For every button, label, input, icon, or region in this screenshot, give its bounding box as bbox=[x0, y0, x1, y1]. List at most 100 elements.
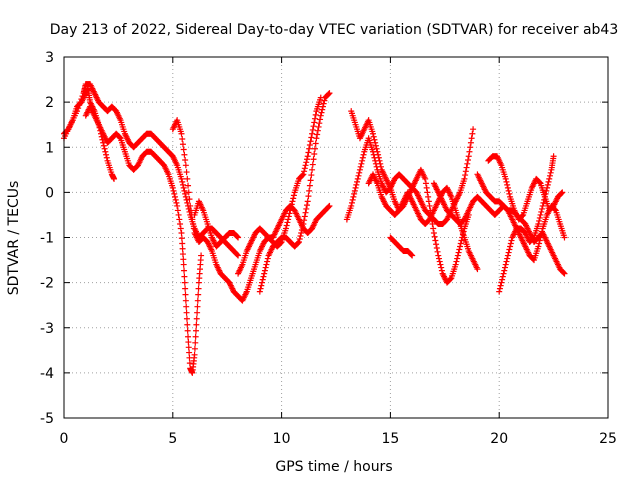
data-point bbox=[191, 345, 198, 352]
data-point bbox=[408, 251, 415, 258]
data-point bbox=[504, 181, 511, 188]
data-point bbox=[429, 220, 436, 227]
data-point bbox=[309, 126, 316, 133]
data-point bbox=[371, 136, 378, 143]
data-point bbox=[467, 144, 474, 151]
data-point bbox=[326, 90, 333, 97]
data-point bbox=[535, 243, 542, 250]
data-point bbox=[306, 141, 313, 148]
data-point bbox=[326, 202, 333, 209]
data-point bbox=[560, 269, 567, 276]
data-point bbox=[178, 130, 185, 137]
data-point bbox=[463, 164, 470, 171]
data-point bbox=[103, 154, 110, 161]
data-point bbox=[307, 138, 314, 145]
data-point bbox=[179, 245, 186, 252]
data-point bbox=[559, 189, 566, 196]
data-point bbox=[540, 199, 547, 206]
data-point bbox=[79, 93, 86, 100]
data-point bbox=[370, 133, 377, 140]
data-point bbox=[78, 96, 85, 103]
data-point bbox=[191, 351, 198, 358]
data-point bbox=[235, 234, 242, 241]
data-point bbox=[314, 131, 321, 138]
data-point bbox=[301, 217, 308, 224]
data-point bbox=[455, 249, 462, 256]
data-point bbox=[192, 339, 199, 346]
data-point bbox=[453, 258, 460, 265]
data-point bbox=[259, 276, 266, 283]
y-tick-labels: 3 2 1 0 -1 -2 -3 -4 -5 bbox=[40, 50, 54, 427]
data-point bbox=[181, 267, 188, 274]
data-point bbox=[195, 291, 202, 298]
x-tick-label: 20 bbox=[490, 431, 508, 447]
data-point bbox=[179, 251, 186, 258]
x-tick-label: 15 bbox=[381, 431, 399, 447]
data-point bbox=[359, 154, 366, 161]
data-point bbox=[304, 198, 311, 205]
data-point bbox=[350, 193, 357, 200]
data-point bbox=[180, 146, 187, 153]
data-point bbox=[261, 267, 268, 274]
y-tick-label: 3 bbox=[45, 50, 54, 66]
data-point bbox=[300, 171, 307, 178]
x-tick-labels: 0 5 10 15 20 25 bbox=[60, 431, 617, 447]
x-tick-label: 25 bbox=[599, 431, 617, 447]
data-point bbox=[351, 190, 358, 197]
data-point bbox=[434, 248, 441, 255]
chart-title: Day 213 of 2022, Sidereal Day-to-day VTE… bbox=[50, 22, 619, 38]
data-point bbox=[307, 177, 314, 184]
data-point bbox=[506, 246, 513, 253]
data-point bbox=[170, 187, 177, 194]
data-point bbox=[456, 246, 463, 253]
data-point bbox=[180, 256, 187, 263]
data-point bbox=[457, 240, 464, 247]
data-point bbox=[182, 285, 189, 292]
data-point bbox=[503, 258, 510, 265]
data-point bbox=[234, 233, 241, 240]
data-point bbox=[435, 255, 442, 262]
data-point bbox=[290, 195, 297, 202]
data-point bbox=[454, 255, 461, 262]
data-point bbox=[452, 261, 459, 268]
data-point bbox=[181, 187, 188, 194]
data-point bbox=[182, 162, 189, 169]
data-point bbox=[177, 220, 184, 227]
data-point bbox=[502, 261, 509, 268]
data-point bbox=[348, 202, 355, 209]
data-point bbox=[464, 160, 471, 167]
data-point bbox=[301, 165, 308, 172]
data-point bbox=[260, 273, 267, 280]
data-point bbox=[375, 151, 382, 158]
data-point bbox=[194, 303, 201, 310]
data-point bbox=[432, 237, 439, 244]
data-point bbox=[504, 252, 511, 259]
data-point bbox=[319, 103, 326, 110]
data-point bbox=[312, 111, 319, 118]
data-point bbox=[185, 344, 192, 351]
data-point bbox=[298, 226, 305, 233]
data-point bbox=[541, 196, 548, 203]
plot-frame bbox=[63, 56, 609, 419]
data-point bbox=[182, 291, 189, 298]
data-point bbox=[409, 252, 416, 259]
data-point bbox=[77, 99, 84, 106]
data-point bbox=[504, 255, 511, 262]
data-point bbox=[542, 190, 549, 197]
data-point bbox=[235, 252, 242, 259]
data-point bbox=[454, 252, 461, 259]
data-point bbox=[430, 229, 437, 236]
data-point bbox=[286, 210, 293, 217]
data-point bbox=[306, 187, 313, 194]
x-axis-label: GPS time / hours bbox=[275, 459, 392, 475]
data-point bbox=[354, 178, 361, 185]
data-point bbox=[198, 252, 205, 259]
data-point bbox=[498, 279, 505, 286]
data-point bbox=[101, 145, 108, 152]
data-point bbox=[536, 240, 543, 247]
track-1 bbox=[61, 85, 118, 182]
data-point bbox=[169, 184, 176, 191]
track-7 bbox=[256, 90, 333, 295]
data-point bbox=[192, 333, 199, 340]
data-point bbox=[546, 175, 553, 182]
